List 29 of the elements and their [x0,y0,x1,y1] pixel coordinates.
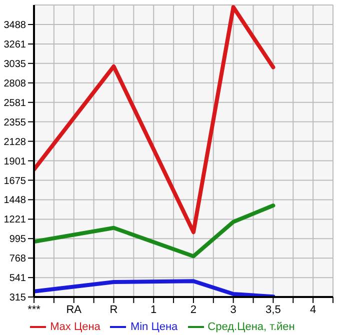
y-tick-label: 3035 [4,58,26,70]
y-tick-label: 2355 [4,117,26,128]
x-tick-label: RA [66,304,82,316]
y-tick-label: 2808 [4,78,26,90]
y-tick-label: 995 [9,234,26,246]
y-tick-label: 1901 [4,156,26,168]
x-tick-label: 3,5 [266,304,281,316]
y-tick-label: 1675 [4,176,26,187]
x-tick-label: 2 [190,304,197,316]
y-tick-label: 768 [9,254,26,265]
y-tick-label: 2581 [4,98,26,109]
legend-label: Min Цена [130,320,178,333]
y-tick-label: 3488 [4,20,26,32]
y-tick-label: 1448 [4,195,26,206]
x-tick-label: 1 [150,304,157,316]
legend-label: Сред.Цена, т.йен [208,320,295,333]
x-tick-label: *** [28,304,42,316]
y-tick-label: 1221 [4,214,26,226]
line-series [34,5,276,234]
x-tick-label: 3 [230,304,236,316]
line-series [34,279,276,297]
x-tick-label: 4 [310,304,316,316]
y-tick-label: 315 [9,292,26,304]
y-tick-label: 3261 [4,40,26,51]
x-tick-label: R [110,304,118,316]
legend-label: Max Цена [50,320,100,333]
line-series [34,204,276,258]
y-tick-label: 2128 [4,136,26,148]
y-tick-label: 541 [9,273,26,284]
